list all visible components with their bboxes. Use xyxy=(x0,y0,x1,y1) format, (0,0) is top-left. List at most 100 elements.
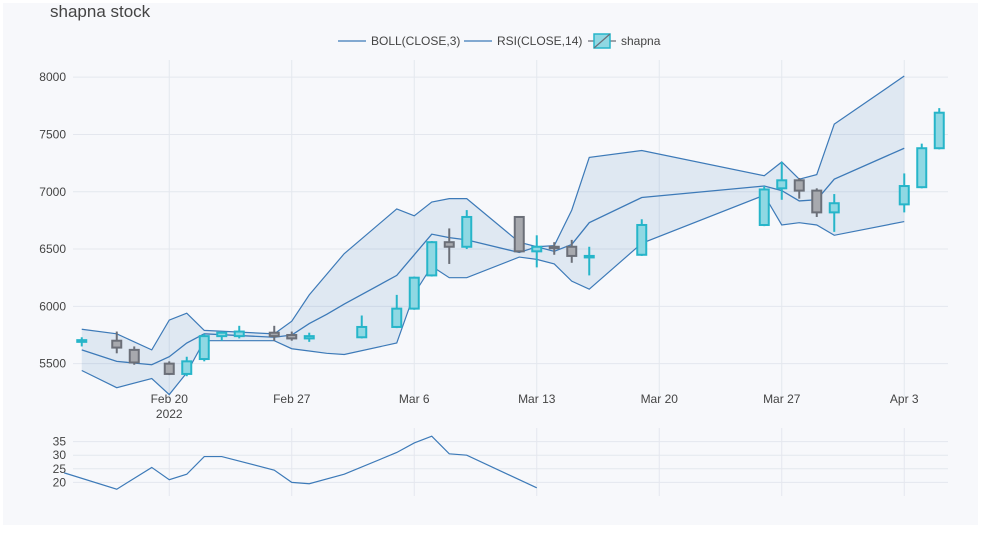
y-tick-label: 7000 xyxy=(39,185,66,199)
candle[interactable] xyxy=(583,246,595,276)
candle-body xyxy=(426,241,438,277)
y-tick-label: 7500 xyxy=(39,127,66,141)
candle[interactable] xyxy=(111,331,123,354)
candle[interactable] xyxy=(233,325,245,339)
candle[interactable] xyxy=(198,333,210,362)
candle[interactable] xyxy=(303,332,315,342)
bollinger-band-fill xyxy=(81,76,905,395)
candle-body xyxy=(391,307,403,328)
x-tick-year: 2022 xyxy=(156,407,183,421)
y-tick-label: 6000 xyxy=(39,299,66,313)
candle-body xyxy=(758,188,770,226)
candle-body xyxy=(443,241,455,248)
x-tick-label: Feb 20 xyxy=(151,392,189,406)
candle[interactable] xyxy=(286,331,298,341)
legend-item-shapna[interactable]: shapna xyxy=(588,33,661,49)
legend-label-rsi: RSI(CLOSE,14) xyxy=(497,34,582,48)
candle[interactable] xyxy=(898,173,910,213)
rsi-y-tick-label: 20 xyxy=(53,475,67,489)
y-tick-label: 5500 xyxy=(39,357,66,371)
candle-body xyxy=(408,276,420,310)
indicator-lines xyxy=(64,75,905,490)
x-tick-label: Mar 13 xyxy=(518,392,556,406)
candle[interactable] xyxy=(268,325,280,341)
x-tick-label: Mar 27 xyxy=(763,392,801,406)
candle-body xyxy=(933,111,945,150)
candle-body xyxy=(268,331,280,338)
candle-body xyxy=(216,331,228,338)
candle-body xyxy=(776,179,788,190)
candle-body xyxy=(636,223,648,256)
candle[interactable] xyxy=(513,215,525,253)
candle-body xyxy=(793,179,805,192)
x-tick-label: Mar 6 xyxy=(399,392,430,406)
bollinger-band xyxy=(81,76,905,395)
candle[interactable] xyxy=(776,161,788,200)
candle-body xyxy=(111,339,123,349)
rsi-y-tick-label: 30 xyxy=(53,448,67,462)
candle[interactable] xyxy=(408,276,420,310)
candle-body xyxy=(916,147,928,189)
legend-item-rsi[interactable]: RSI(CLOSE,14) xyxy=(464,34,582,48)
rsi-y-tick-label: 35 xyxy=(53,435,67,449)
candle-body xyxy=(461,215,473,248)
candle[interactable] xyxy=(758,186,770,227)
candle[interactable] xyxy=(531,235,543,268)
chart-title: shapna stock xyxy=(50,2,151,21)
candle[interactable] xyxy=(181,356,193,377)
candlesticks[interactable] xyxy=(76,108,945,377)
candle-body xyxy=(76,339,88,343)
candle-body xyxy=(286,333,298,340)
candle-body xyxy=(356,325,368,339)
candle-body xyxy=(163,362,175,375)
grid-lines xyxy=(73,60,948,496)
candle[interactable] xyxy=(461,210,473,250)
candle-body xyxy=(181,360,193,375)
candle-body xyxy=(128,348,140,364)
candle-body xyxy=(198,335,210,361)
candle-body xyxy=(548,245,560,250)
candle[interactable] xyxy=(811,188,823,217)
rsi-y-tick-label: 25 xyxy=(53,462,67,476)
candle[interactable] xyxy=(76,337,88,347)
rsi-line xyxy=(64,435,538,490)
candle-body xyxy=(583,254,595,259)
candle[interactable] xyxy=(443,228,455,264)
candle[interactable] xyxy=(391,294,403,329)
candle[interactable] xyxy=(793,178,805,199)
legend-label-shapna: shapna xyxy=(621,34,661,48)
x-tick-label: Mar 20 xyxy=(641,392,679,406)
candle[interactable] xyxy=(933,108,945,150)
candle-body xyxy=(303,335,315,340)
candle[interactable] xyxy=(128,346,140,365)
legend-label-boll: BOLL(CLOSE,3) xyxy=(371,34,460,48)
candle[interactable] xyxy=(828,194,840,232)
boll-upper-line xyxy=(81,75,905,351)
candle[interactable] xyxy=(426,241,438,277)
candle-body xyxy=(233,330,245,338)
candle[interactable] xyxy=(216,331,228,341)
candle[interactable] xyxy=(636,219,648,256)
candle-body xyxy=(566,245,578,257)
candle[interactable] xyxy=(548,242,560,255)
chart-background xyxy=(3,3,978,525)
x-tick-label: Feb 27 xyxy=(273,392,311,406)
y-tick-label: 6500 xyxy=(39,242,66,256)
legend-item-boll[interactable]: BOLL(CLOSE,3) xyxy=(338,34,460,48)
boll-middle-line xyxy=(81,147,905,366)
candle-body xyxy=(811,189,823,214)
y-tick-label: 8000 xyxy=(39,70,66,84)
legend[interactable]: BOLL(CLOSE,3) RSI(CLOSE,14) shapna xyxy=(338,33,661,49)
candle-body xyxy=(898,185,910,206)
candle-body xyxy=(531,245,543,253)
candle[interactable] xyxy=(566,239,578,263)
candle-body xyxy=(513,215,525,253)
x-tick-label: Apr 3 xyxy=(890,392,919,406)
candle[interactable] xyxy=(916,143,928,189)
candle-body xyxy=(828,202,840,214)
candle[interactable] xyxy=(356,315,368,339)
candle[interactable] xyxy=(163,361,175,376)
boll-lower-line xyxy=(81,194,905,396)
